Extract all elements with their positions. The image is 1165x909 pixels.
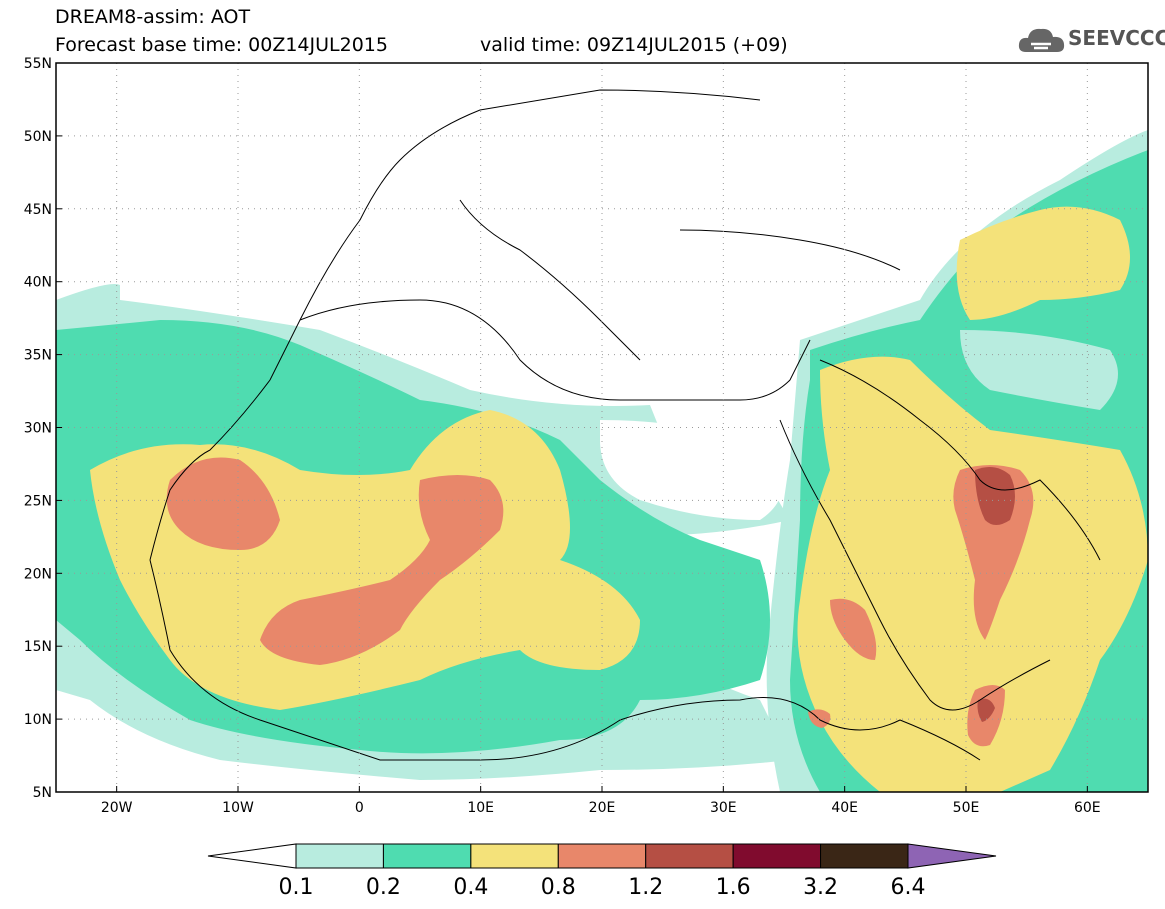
colorbar: 0.1 0.2 0.4 0.8 1.2 1.6 3.2 6.4 <box>207 843 997 900</box>
aot-clear-egypt <box>600 420 783 520</box>
lat-label: 35N <box>24 348 52 364</box>
lat-label: 5N <box>33 785 52 801</box>
colorbar-swatch <box>470 843 559 869</box>
lat-label: 10N <box>24 712 52 728</box>
latitude-axis: 55N 50N 45N 40N 35N 30N 25N 20N 15N 10N 5N <box>24 56 62 801</box>
aot-band-0.8-west <box>166 457 280 550</box>
lon-label: 20E <box>589 800 616 816</box>
lon-label: 50E <box>953 800 980 816</box>
logo-text: SEEVCCC <box>1068 26 1165 50</box>
lon-label: 40E <box>831 800 858 816</box>
aot-band-0.8-central <box>260 475 504 665</box>
colorbar-swatch <box>382 843 472 869</box>
lon-label: 0 <box>355 800 364 816</box>
colorbar-swatch <box>820 843 909 869</box>
aot-band-0.4-caspian <box>956 206 1130 320</box>
aot-band-1.2-gulf <box>975 466 1015 525</box>
lat-label: 55N <box>24 56 52 72</box>
seevccc-logo: SEEVCCC <box>1016 22 1165 58</box>
aot-band-0.4-arabia <box>797 356 1148 792</box>
lat-label: 20N <box>24 566 52 582</box>
lat-label: 45N <box>24 202 52 218</box>
colorbar-label: 6.4 <box>891 875 926 900</box>
colorbar-label: 3.2 <box>803 875 838 900</box>
aot-band-0.8-redsea <box>830 598 877 660</box>
lat-label: 30N <box>24 421 52 437</box>
lon-label: 10E <box>467 800 494 816</box>
lon-label: 10W <box>222 800 254 816</box>
colorbar-label: 0.2 <box>366 875 401 900</box>
colorbar-label: 1.6 <box>716 875 751 900</box>
colorbar-swatch <box>732 843 822 869</box>
lat-label: 50N <box>24 129 52 145</box>
lon-label: 60E <box>1074 800 1101 816</box>
lat-label: 25N <box>24 493 52 509</box>
lat-label: 15N <box>24 639 52 655</box>
map-header-line2: Forecast base time: 00Z14JUL2015 <box>55 34 388 56</box>
lon-label: 30E <box>710 800 737 816</box>
colorbar-label: 0.4 <box>453 875 488 900</box>
aot-clear-sea <box>960 330 1118 410</box>
colorbar-label: 1.2 <box>628 875 663 900</box>
colorbar-low-extension <box>207 843 297 869</box>
colorbar-swatch <box>557 843 647 869</box>
map-header-line1: DREAM8-assim: AOT <box>55 6 251 28</box>
cloud-icon <box>1018 28 1065 52</box>
colorbar-label: 0.8 <box>541 875 576 900</box>
longitude-axis: 20W 10W 0 10E 20E 30E 40E 50E 60E <box>101 786 1101 816</box>
colorbar-swatch <box>295 843 384 869</box>
colorbar-high-extension <box>907 843 997 869</box>
colorbar-swatch <box>645 843 734 869</box>
lat-label: 40N <box>24 275 52 291</box>
colorbar-label: 0.1 <box>279 875 314 900</box>
aot-band-1.2-somalia <box>977 698 995 722</box>
lon-label: 20W <box>101 800 133 816</box>
gridlines <box>56 63 1148 792</box>
valid-time-label: valid time: 09Z14JUL2015 (+09) <box>480 34 788 56</box>
